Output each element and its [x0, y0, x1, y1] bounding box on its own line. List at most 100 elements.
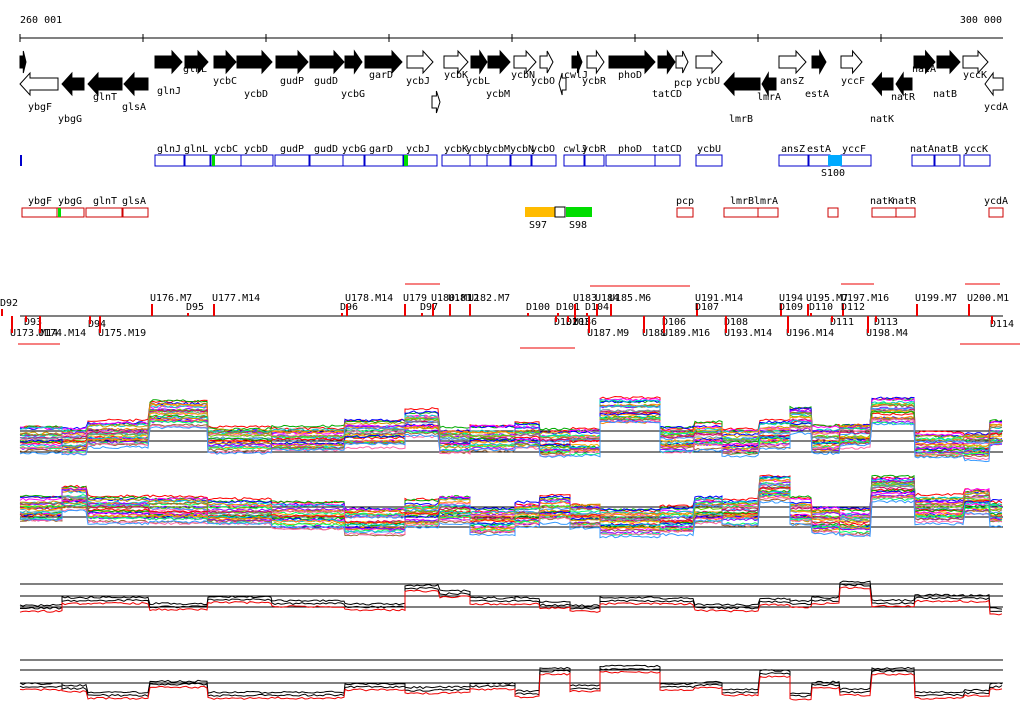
- ybgG-gene-arrow: [61, 71, 85, 97]
- ycbK-plus-box: [441, 154, 471, 167]
- expression-panels: [19, 395, 1003, 701]
- black-trace-line: [19, 583, 1002, 612]
- natK-gene-label: natK: [870, 114, 894, 125]
- garD-plus-box: [364, 154, 404, 167]
- ybgG-gene-label: ybgG: [58, 114, 82, 125]
- ycbU-gene-label: ycbU: [696, 76, 720, 87]
- gudD-box-label: gudD: [314, 144, 338, 155]
- lmrA-box-label: lmrA: [754, 196, 778, 207]
- ansZ-gene-label: ansZ: [780, 76, 804, 87]
- estA-gene-arrow: [811, 49, 827, 75]
- ycbJ-gene-arrow: [406, 49, 434, 75]
- transcript-label-U175.M19: U175.M19: [98, 328, 146, 339]
- yccF-gene-arrow: [840, 49, 863, 75]
- expression-panel-3: [19, 580, 1003, 616]
- ycbC-plus-box: [210, 154, 242, 167]
- transcript-label-D109: D109: [779, 302, 803, 313]
- gudP-plus-box: [274, 154, 310, 167]
- glnL-box-label: glnL: [184, 144, 208, 155]
- ycbC-gene-label: ycbC: [213, 76, 237, 87]
- ycbN-gene-label: ycbN: [511, 70, 535, 81]
- yccK-gene-arrow: [962, 49, 989, 75]
- edge-marker: [20, 155, 22, 166]
- transcript-label-U191.M14: U191.M14: [695, 293, 743, 304]
- natK-box-label: natK: [870, 196, 894, 207]
- lmrB-box-label: lmrB: [730, 196, 754, 207]
- cwlJ-plus-box: [563, 154, 585, 167]
- natA-gene-label: natA: [912, 64, 936, 75]
- glsA-box-label: glsA: [122, 196, 146, 207]
- ycbR-plus-box: [584, 154, 605, 167]
- gudP-gene-arrow: [275, 49, 309, 75]
- pcp-gene-arrow: [675, 50, 689, 74]
- garD-gene-arrow: [364, 49, 403, 75]
- fragment-gene-arrow: [558, 72, 567, 96]
- ycbD-box-label: ycbD: [244, 144, 268, 155]
- natK-minus-box: [871, 207, 897, 218]
- phoD-plus-box: [605, 154, 656, 167]
- black-trace-line: [19, 580, 1003, 610]
- ybgF-gene-arrow: [19, 71, 59, 97]
- transcript-label-U177.M14: U177.M14: [212, 293, 260, 304]
- red-trace-line: [19, 670, 1003, 701]
- ycbL-plus-box: [469, 154, 488, 167]
- transcript-label-D108: D108: [724, 317, 748, 328]
- boundary-marker: [58, 208, 61, 217]
- expression-series-line: [19, 395, 1003, 436]
- ycbU-gene-arrow: [695, 49, 723, 75]
- transcript-label-U188: U188: [642, 328, 666, 339]
- ycbN-box-label: ycbN: [510, 144, 534, 155]
- cwlJ-gene-label: cwlJ: [564, 70, 588, 81]
- expression-panel-2: [19, 474, 1003, 539]
- natB-gene-arrow: [936, 49, 961, 75]
- expression-series-line: [19, 479, 1003, 521]
- transcript-label-D107: D107: [695, 302, 719, 313]
- fragment-gene-arrow: [19, 50, 27, 74]
- yccF-box-label: yccF: [842, 144, 866, 155]
- ycbO-plus-box: [531, 154, 557, 167]
- ybgF-minus-box: [21, 207, 58, 218]
- transcript-label-U195.M7: U195.M7: [806, 293, 848, 304]
- phoD-gene-arrow: [608, 49, 656, 75]
- ruler-start-label: 260 001: [20, 15, 62, 26]
- transcript-label-D93: D93: [24, 317, 42, 328]
- gudP-box-label: gudP: [280, 144, 304, 155]
- natB-plus-box: [934, 154, 961, 167]
- transcript-label-D97: D97: [420, 302, 438, 313]
- glnT-gene-arrow: [87, 71, 123, 97]
- expression-panel-4: [19, 659, 1003, 701]
- expression-series-line: [19, 419, 1003, 463]
- transcript-label-U193.M14: U193.M14: [724, 328, 772, 339]
- lmrA-minus-box: [757, 207, 779, 218]
- phoD-box-label: phoD: [618, 144, 642, 155]
- ycbR-gene-arrow: [586, 49, 605, 75]
- glnL-gene-arrow: [184, 49, 209, 75]
- ycbC-box-label: ycbC: [214, 144, 238, 155]
- natK-gene-arrow: [871, 71, 894, 97]
- expression-series-line: [19, 495, 1003, 537]
- natR-gene-arrow: [895, 71, 913, 97]
- ycbG-gene-label: ycbG: [341, 89, 365, 100]
- ycbR-box-label: ycbR: [582, 144, 607, 155]
- transcript-label-U182.M7: U182.M7: [468, 293, 510, 304]
- ycbK-box-label: ycbK: [444, 144, 468, 155]
- ycbU-box-label: ycbU: [697, 144, 721, 155]
- segment-gap: [554, 206, 566, 218]
- ycbM-box-label: ycbM: [486, 144, 510, 155]
- natA-plus-box: [911, 154, 935, 167]
- glnT-minus-box: [85, 207, 123, 218]
- boundary-marker: [404, 155, 408, 166]
- yccF-plus-box: [840, 154, 872, 167]
- yccF-gene-label: yccF: [841, 76, 865, 87]
- ycbD-gene-label: ycbD: [244, 89, 268, 100]
- transcript-label-D110: D110: [809, 302, 833, 313]
- lmrB-gene-label: lmrB: [729, 114, 753, 125]
- ycbR-gene-label: ycbR: [582, 76, 607, 87]
- tatCD-box-label: tatCD: [652, 144, 682, 155]
- transcript-label-U189.M16: U189.M16: [662, 328, 710, 339]
- gudP-gene-label: gudP: [280, 76, 304, 87]
- glnJ-gene-label: glnJ: [157, 86, 181, 97]
- ycbG-plus-box: [342, 154, 365, 167]
- ybgF-gene-label: ybgF: [28, 102, 52, 113]
